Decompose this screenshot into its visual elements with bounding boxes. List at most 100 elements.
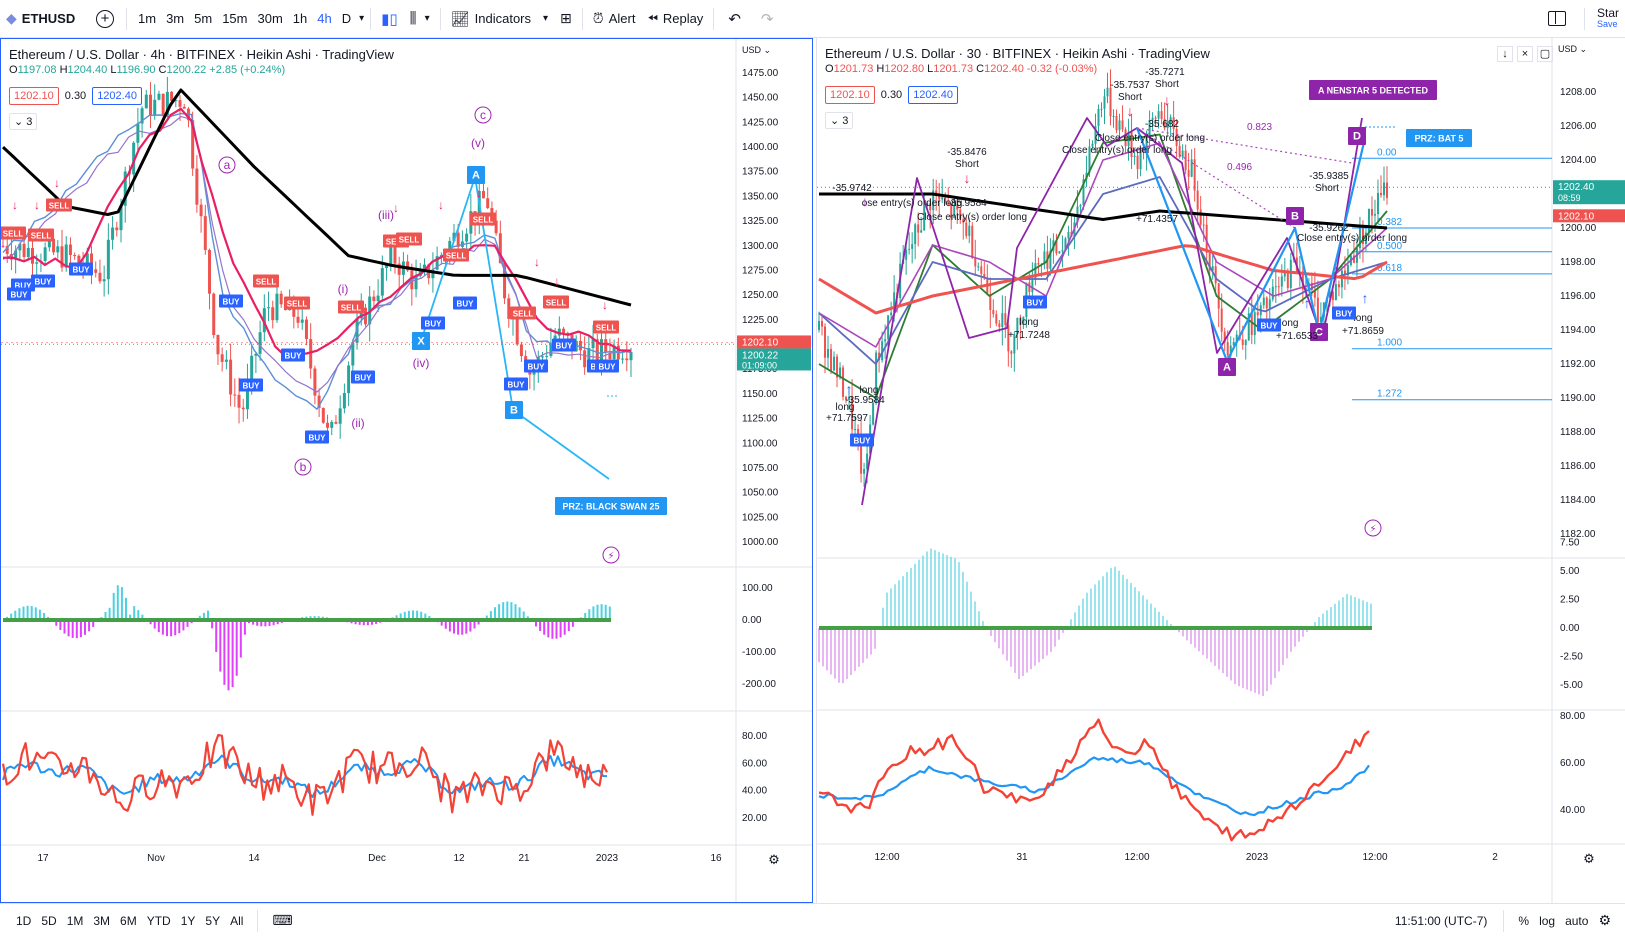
- last-price-tag-bg: [1553, 180, 1625, 205]
- interval-1m[interactable]: 1m: [138, 11, 157, 26]
- maximize-icon[interactable]: ▢: [1537, 46, 1553, 62]
- candle-body: [115, 227, 119, 231]
- interval-dropdown-icon[interactable]: ▾: [359, 13, 365, 24]
- indicators-collapse-button[interactable]: ⌄ 3: [9, 113, 38, 130]
- range-5y[interactable]: 5Y: [205, 913, 221, 928]
- percent-toggle[interactable]: %: [1518, 913, 1530, 928]
- range-1m[interactable]: 1M: [66, 913, 84, 928]
- buy-price-button[interactable]: 1202.40: [908, 86, 958, 104]
- sell-arrow-icon: ↓: [554, 274, 560, 288]
- interval-30m[interactable]: 30m: [257, 11, 283, 26]
- candle-body: [233, 394, 237, 396]
- sell-price-button[interactable]: 1202.10: [9, 87, 59, 105]
- date-range-icon[interactable]: ⌨︎: [272, 912, 293, 928]
- interval-1h[interactable]: 1h: [292, 11, 308, 26]
- range-3m[interactable]: 3M: [93, 913, 111, 928]
- candle-body: [1139, 149, 1142, 170]
- rsi-tick-label: 60.00: [1560, 758, 1585, 769]
- layouts-button[interactable]: ⊞: [554, 0, 578, 37]
- interval-3m[interactable]: 3m: [166, 11, 185, 26]
- range-5d[interactable]: 5D: [41, 913, 57, 928]
- indicators-button[interactable]: 📈︎ Indicators ▾: [445, 0, 554, 37]
- ratio-dotted-line: [1136, 127, 1353, 164]
- candle-body: [905, 249, 908, 260]
- close-order-note: Close entry(s) order long: [917, 212, 1027, 223]
- price-tick-label: 1186.00: [1560, 461, 1596, 472]
- settings-gear-icon[interactable]: ⚙︎: [1598, 912, 1611, 928]
- range-6m[interactable]: 6M: [120, 913, 137, 928]
- ma-black-line: [1, 88, 632, 307]
- range-ytd[interactable]: YTD: [146, 913, 171, 928]
- sell-arrow-icon: ↓: [476, 186, 482, 200]
- left-chart-pane[interactable]: USD ⌄ 1475.00 1450.00 1425.00 1400.00 1375.00…: [0, 38, 813, 903]
- candle-body: [1343, 270, 1346, 276]
- lightning-icon[interactable]: [602, 546, 620, 564]
- candle-body: [854, 428, 857, 430]
- candle-body: [1022, 316, 1025, 325]
- clock-timezone[interactable]: 11:51:00 (UTC-7): [1394, 913, 1488, 928]
- candle-body: [456, 232, 460, 247]
- candle-body: [1184, 150, 1187, 171]
- left-chart-canvas[interactable]: USD ⌄ 1475.00 1450.00 1425.00 1400.00 1375.00…: [1, 39, 812, 902]
- interval-5m[interactable]: 5m: [194, 11, 213, 26]
- candle-body: [1301, 271, 1304, 290]
- range-1d[interactable]: 1D: [16, 913, 32, 928]
- range-1y[interactable]: 1Y: [180, 913, 196, 928]
- candle-body: [1247, 313, 1250, 341]
- candle-body: [1241, 339, 1244, 346]
- sell-signal-tag: SELL: [446, 252, 467, 261]
- chart-style-dropdown-icon: ▾: [424, 13, 430, 24]
- undo-button[interactable]: ↶: [718, 0, 751, 37]
- wave-circle: [294, 458, 312, 476]
- right-chart-title[interactable]: Ethereum / U.S. Dollar · 30 · BITFINEX ·…: [825, 46, 1210, 61]
- sell-signal-tag-bg: [338, 300, 364, 314]
- candle-body: [389, 245, 393, 266]
- symbol-search[interactable]: ◆ ETHUSD: [0, 0, 88, 37]
- candle-body: [836, 356, 839, 378]
- layout-select-button[interactable]: [1534, 0, 1580, 37]
- buy-price-button[interactable]: 1202.40: [92, 87, 142, 105]
- candle-body: [1136, 155, 1139, 170]
- replay-button[interactable]: ⏪︎ Replay: [641, 0, 709, 37]
- top-toolbar: ◆ ETHUSD + 1m 3m 5m 15m 30m 1h 4h D ▾ ▮▯…: [0, 0, 1625, 38]
- chart-style-heikin-button[interactable]: ⫼ ▾: [404, 0, 436, 37]
- indicators-collapse-button[interactable]: ⌄ 3: [825, 112, 854, 129]
- range-all[interactable]: All: [230, 913, 244, 928]
- log-toggle[interactable]: log: [1539, 913, 1556, 928]
- buy-arrow-icon: ↑: [1304, 295, 1311, 311]
- auto-toggle[interactable]: auto: [1565, 913, 1589, 928]
- close-icon[interactable]: ×: [1517, 46, 1533, 62]
- right-chart-canvas[interactable]: USD ⌄1208.001206.001204.001202.001200.00…: [817, 38, 1625, 903]
- scroll-down-icon[interactable]: ↓: [1497, 46, 1513, 62]
- chart-style-candles-button[interactable]: ▮▯: [375, 0, 404, 37]
- candle-body: [498, 233, 502, 264]
- candle-body: [848, 396, 851, 400]
- lightning-icon[interactable]: [1364, 519, 1382, 537]
- pane-controls: ↓ × ▢: [1497, 46, 1553, 62]
- indicators-label: Indicators: [474, 11, 532, 26]
- candle-body: [368, 296, 372, 325]
- time-tick-label: Dec: [368, 853, 386, 864]
- candle-body: [1313, 289, 1316, 298]
- price-tick-label: 1300.00: [742, 241, 779, 252]
- right-chart-pane[interactable]: USD ⌄1208.001206.001204.001202.001200.00…: [816, 38, 1625, 903]
- spread-value: 0.30: [880, 89, 903, 101]
- long-note: long: [1354, 313, 1373, 324]
- alert-button[interactable]: ⏰︎ Alert: [587, 0, 642, 37]
- candle-body: [77, 255, 81, 264]
- left-chart-title[interactable]: Ethereum / U.S. Dollar · 4h · BITFINEX ·…: [9, 47, 394, 62]
- fib-level-label: 1.272: [1377, 389, 1402, 400]
- interval-15m[interactable]: 15m: [222, 11, 248, 26]
- divider: [713, 7, 715, 30]
- interval-4h[interactable]: 4h: [317, 11, 332, 26]
- redo-button[interactable]: ↷: [751, 0, 784, 37]
- buy-signal-tag: BUY: [11, 291, 29, 300]
- interval-d[interactable]: D: [341, 11, 352, 26]
- star-save-button[interactable]: Star Save: [1589, 0, 1625, 37]
- compare-button[interactable]: +: [88, 0, 122, 37]
- sell-price-button[interactable]: 1202.10: [825, 86, 875, 104]
- pattern-point-d-bg: [1348, 127, 1366, 145]
- price-tick-label: 1200.00: [1560, 223, 1597, 234]
- candle-body: [313, 368, 317, 396]
- candle-body: [995, 314, 998, 324]
